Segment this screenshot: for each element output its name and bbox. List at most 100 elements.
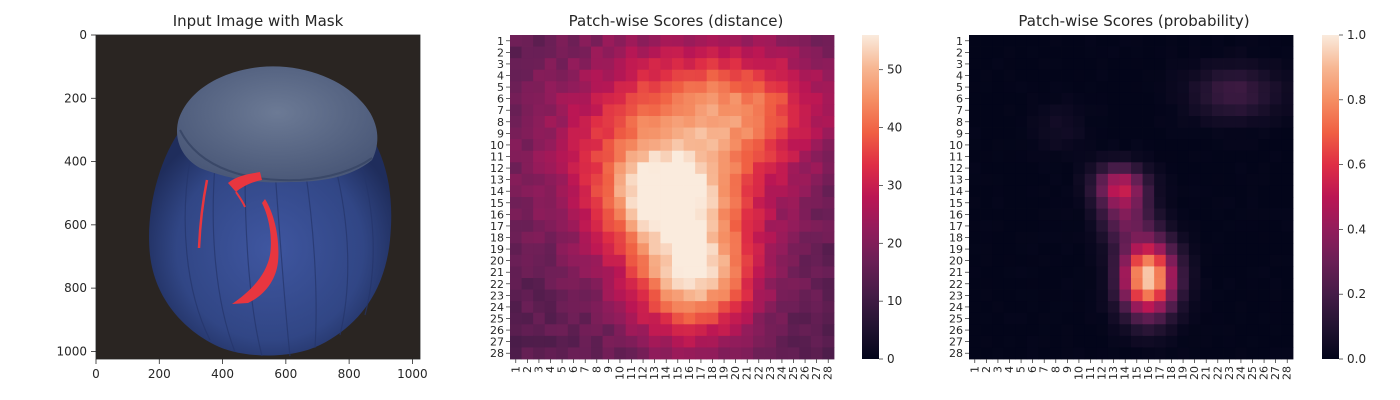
- heatmap-cell: [602, 104, 615, 117]
- heatmap-cell: [799, 35, 812, 47]
- heatmap-cell: [510, 278, 522, 290]
- heatmap-cell: [648, 301, 661, 314]
- heatmap-cell: [614, 35, 627, 47]
- heatmap-cell: [510, 301, 522, 314]
- heatmap-cell: [980, 92, 993, 105]
- y-tick-label: 23: [490, 289, 504, 302]
- heatmap-cell: [567, 335, 580, 348]
- heatmap-cell: [510, 81, 522, 94]
- heatmap-cell: [1281, 335, 1294, 348]
- heatmap-cell: [787, 301, 800, 314]
- heatmap-cell: [1223, 150, 1236, 163]
- heatmap-cell: [980, 312, 993, 325]
- heatmap-cell: [672, 46, 684, 59]
- heatmap-cell: [1038, 46, 1051, 59]
- heatmap-cell: [602, 266, 615, 279]
- heatmap-cell: [799, 162, 812, 175]
- heatmap-cell: [614, 185, 627, 198]
- heatmap-cell: [1246, 208, 1259, 221]
- heatmap-cell: [1038, 301, 1051, 314]
- heatmap-cell: [1154, 266, 1167, 279]
- heatmap-cell: [1154, 69, 1167, 82]
- heatmap-cell: [799, 266, 812, 279]
- heatmap-cell: [753, 347, 765, 360]
- heatmap-cell: [1050, 127, 1062, 140]
- heatmap-cell: [1073, 254, 1086, 267]
- heatmap-cell: [1026, 335, 1039, 348]
- heatmap-cell: [1269, 335, 1282, 348]
- heatmap-cell: [980, 266, 993, 279]
- y-tick-label: 6: [956, 93, 963, 106]
- heatmap-cell: [969, 289, 981, 302]
- heatmap-cell: [625, 197, 638, 209]
- heatmap-cell: [753, 69, 765, 82]
- heatmap-cell: [1142, 231, 1155, 244]
- heatmap-cell: [1107, 301, 1120, 314]
- heatmap-cell: [683, 127, 696, 140]
- heatmap-cell: [1258, 208, 1271, 221]
- heatmap-cell: [579, 231, 592, 244]
- heatmap-cell: [648, 81, 661, 94]
- heatmap-cell: [579, 220, 592, 233]
- heatmap-cell: [1084, 324, 1097, 337]
- heatmap-cell: [672, 312, 684, 325]
- heatmap-cell: [1269, 254, 1282, 267]
- y-tick-label: 800: [64, 281, 87, 295]
- heatmap-cell: [579, 162, 592, 175]
- heatmap-cell: [521, 197, 534, 209]
- heatmap-cell: [1003, 243, 1016, 256]
- heatmap-cell: [718, 35, 731, 47]
- heatmap-cell: [810, 335, 823, 348]
- heatmap-cell: [1235, 197, 1248, 209]
- heatmap-cell: [787, 81, 800, 94]
- heatmap-cell: [1050, 231, 1062, 244]
- heatmap-cell: [1131, 69, 1143, 82]
- heatmap-cell: [683, 35, 696, 47]
- heatmap-cell: [729, 312, 742, 325]
- heatmap-cell: [1165, 312, 1178, 325]
- heatmap-cell: [695, 46, 708, 59]
- x-tick-label: 22: [1211, 366, 1224, 380]
- heatmap-cell: [1061, 220, 1074, 233]
- heatmap-cell: [1200, 150, 1213, 163]
- heatmap-cell: [556, 324, 569, 337]
- heatmap-cell: [1188, 139, 1201, 152]
- heatmap-cell: [992, 173, 1005, 186]
- heatmap-cell: [533, 162, 546, 175]
- heatmap-cell: [1223, 92, 1236, 105]
- heatmap-cell: [614, 208, 627, 221]
- heatmap-cell: [637, 335, 650, 348]
- heatmap-cell: [1096, 69, 1109, 82]
- heatmap-cell: [510, 139, 522, 152]
- heatmap-cell: [1119, 197, 1132, 209]
- heatmap-cell: [1084, 104, 1097, 117]
- heatmap-cell: [1050, 104, 1062, 117]
- heatmap-cell: [1073, 116, 1086, 128]
- heatmap-cell: [521, 278, 534, 290]
- heatmap-cell: [1096, 254, 1109, 267]
- heatmap-cell: [1223, 104, 1236, 117]
- y-tick-label: 1000: [56, 344, 87, 358]
- heatmap-cell: [822, 150, 835, 163]
- heatmap-cell: [602, 301, 615, 314]
- heatmap-cell: [567, 208, 580, 221]
- heatmap-cell: [533, 289, 546, 302]
- heatmap-cell: [660, 197, 673, 209]
- heatmap-cell: [1038, 162, 1051, 175]
- colorbar-tick-label: 0.4: [1347, 222, 1366, 236]
- heatmap-cell: [1119, 58, 1132, 71]
- heatmap-cell: [695, 301, 708, 314]
- heatmap-cell: [822, 139, 835, 152]
- heatmap-cell: [544, 243, 557, 256]
- heatmap-cell: [1281, 324, 1294, 337]
- heatmap-cell: [1154, 185, 1167, 198]
- heatmap-cell: [1177, 81, 1190, 94]
- y-tick-label: 28: [949, 347, 963, 360]
- heatmap-cell: [660, 116, 673, 128]
- heatmap-cell: [787, 35, 800, 47]
- heatmap-cell: [776, 58, 789, 71]
- heatmap-cell: [741, 220, 754, 233]
- heatmap-cell: [1212, 150, 1224, 163]
- heatmap-cell: [567, 92, 580, 105]
- heatmap-cell: [822, 92, 835, 105]
